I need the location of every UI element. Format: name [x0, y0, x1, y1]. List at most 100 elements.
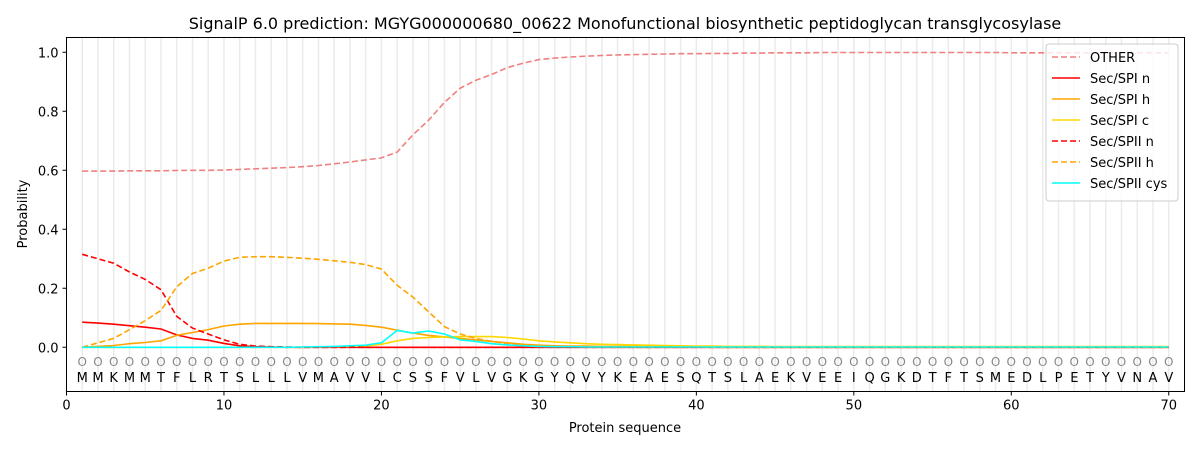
series-line-sec-spii-cys: [82, 329, 1169, 349]
x-tick-label: 70: [1160, 399, 1177, 414]
region-marker: O: [739, 355, 748, 369]
region-marker: O: [172, 355, 181, 369]
region-marker: O: [534, 355, 543, 369]
region-marker: O: [581, 355, 590, 369]
region-marker: O: [613, 355, 622, 369]
region-marker: O: [550, 355, 559, 369]
region-marker: O: [141, 355, 150, 369]
series-line-sec-spi-n: [82, 321, 1169, 349]
x-tick-label: 30: [531, 399, 548, 414]
region-marker: O: [440, 355, 449, 369]
legend-label: Sec/SPII h: [1090, 156, 1154, 171]
region-marker: O: [203, 355, 212, 369]
x-tick-label: 50: [846, 399, 863, 414]
region-marker: O: [975, 355, 984, 369]
y-tick-label: 0.8: [38, 105, 59, 120]
region-marker: O: [1164, 355, 1173, 369]
y-tick-label: 0.6: [38, 164, 59, 179]
region-marker: O: [408, 355, 417, 369]
region-marker: O: [676, 355, 685, 369]
y-tick-label: 0.2: [38, 282, 59, 297]
region-marker: O: [629, 355, 638, 369]
region-marker: O: [707, 355, 716, 369]
region-marker: O: [786, 355, 795, 369]
region-marker: O: [991, 355, 1000, 369]
x-tick-label: 0: [62, 399, 70, 414]
y-axis-label: Probability: [16, 179, 31, 248]
legend-label: Sec/SPI c: [1090, 114, 1149, 129]
region-marker: O: [912, 355, 921, 369]
region-marker: O: [1038, 355, 1047, 369]
region-marker: O: [802, 355, 811, 369]
region-marker: O: [755, 355, 764, 369]
region-marker: O: [881, 355, 890, 369]
region-marker: O: [329, 355, 338, 369]
region-marker: O: [833, 355, 842, 369]
legend-label: OTHER: [1090, 51, 1135, 66]
region-marker: O: [314, 355, 323, 369]
region-marker: O: [345, 355, 354, 369]
x-tick-label: 20: [373, 399, 390, 414]
region-marker: O: [1022, 355, 1031, 369]
y-tick-label: 0.0: [38, 341, 59, 356]
region-marker: O: [1054, 355, 1063, 369]
region-marker: O: [188, 355, 197, 369]
legend-label: Sec/SPI h: [1090, 93, 1150, 108]
region-marker: O: [266, 355, 275, 369]
region-marker: O: [818, 355, 827, 369]
region-marker: O: [1070, 355, 1079, 369]
series-line-sec-spi-h: [82, 322, 1169, 349]
region-marker: O: [487, 355, 496, 369]
region-marker: O: [660, 355, 669, 369]
region-marker: O: [959, 355, 968, 369]
region-marker: O: [849, 355, 858, 369]
region-marker: O: [644, 355, 653, 369]
region-marker: O: [125, 355, 134, 369]
y-tick-label: 1.0: [38, 46, 59, 61]
x-axis-label: Protein sequence: [569, 421, 681, 436]
region-marker: O: [156, 355, 165, 369]
region-marker: O: [723, 355, 732, 369]
legend-label: Sec/SPI n: [1090, 72, 1150, 87]
region-marker: O: [298, 355, 307, 369]
region-marker: O: [518, 355, 527, 369]
region-marker: O: [1101, 355, 1110, 369]
region-marker: O: [896, 355, 905, 369]
region-marker: O: [503, 355, 512, 369]
legend-label: Sec/SPII n: [1090, 135, 1154, 150]
region-marker: O: [1007, 355, 1016, 369]
region-marker: O: [424, 355, 433, 369]
y-tick-label: 0.4: [38, 223, 59, 238]
plot-frame: [66, 37, 1185, 392]
region-marker: O: [455, 355, 464, 369]
region-marker: O: [566, 355, 575, 369]
series-line-other: [82, 51, 1169, 172]
region-marker: O: [282, 355, 291, 369]
region-marker: O: [235, 355, 244, 369]
region-marker: O: [471, 355, 480, 369]
region-marker: O: [93, 355, 102, 369]
series-line-sec-spii-h: [81, 255, 1169, 349]
legend: OTHER Sec/SPI n Sec/SPI h Sec/SPI c Sec/SPII…: [1045, 43, 1179, 202]
region-marker: O: [251, 355, 260, 369]
region-marker: O: [78, 355, 87, 369]
chart-title: SignalP 6.0 prediction: MGYG000000680_00…: [189, 14, 1062, 34]
legend-label: Sec/SPII cys: [1090, 177, 1168, 192]
region-marker: O: [865, 355, 874, 369]
region-marker: O: [1148, 355, 1157, 369]
region-marker: O: [109, 355, 118, 369]
region-marker: O: [770, 355, 779, 369]
region-marker: O: [692, 355, 701, 369]
x-tick-label: 40: [688, 399, 705, 414]
region-marker: O: [597, 355, 606, 369]
region-marker: O: [361, 355, 370, 369]
x-tick-label: 60: [1003, 399, 1020, 414]
region-marker: O: [392, 355, 401, 369]
region-marker: O: [377, 355, 386, 369]
region-marker: O: [944, 355, 953, 369]
region-marker: O: [1085, 355, 1094, 369]
region-marker: O: [928, 355, 937, 369]
residue-sequence: MMKMMTFLRTSLLLVMAVVLCSSFVLVGKGYQVYKEAESQ…: [77, 371, 1174, 386]
series-line-sec-spii-n: [81, 253, 1169, 349]
